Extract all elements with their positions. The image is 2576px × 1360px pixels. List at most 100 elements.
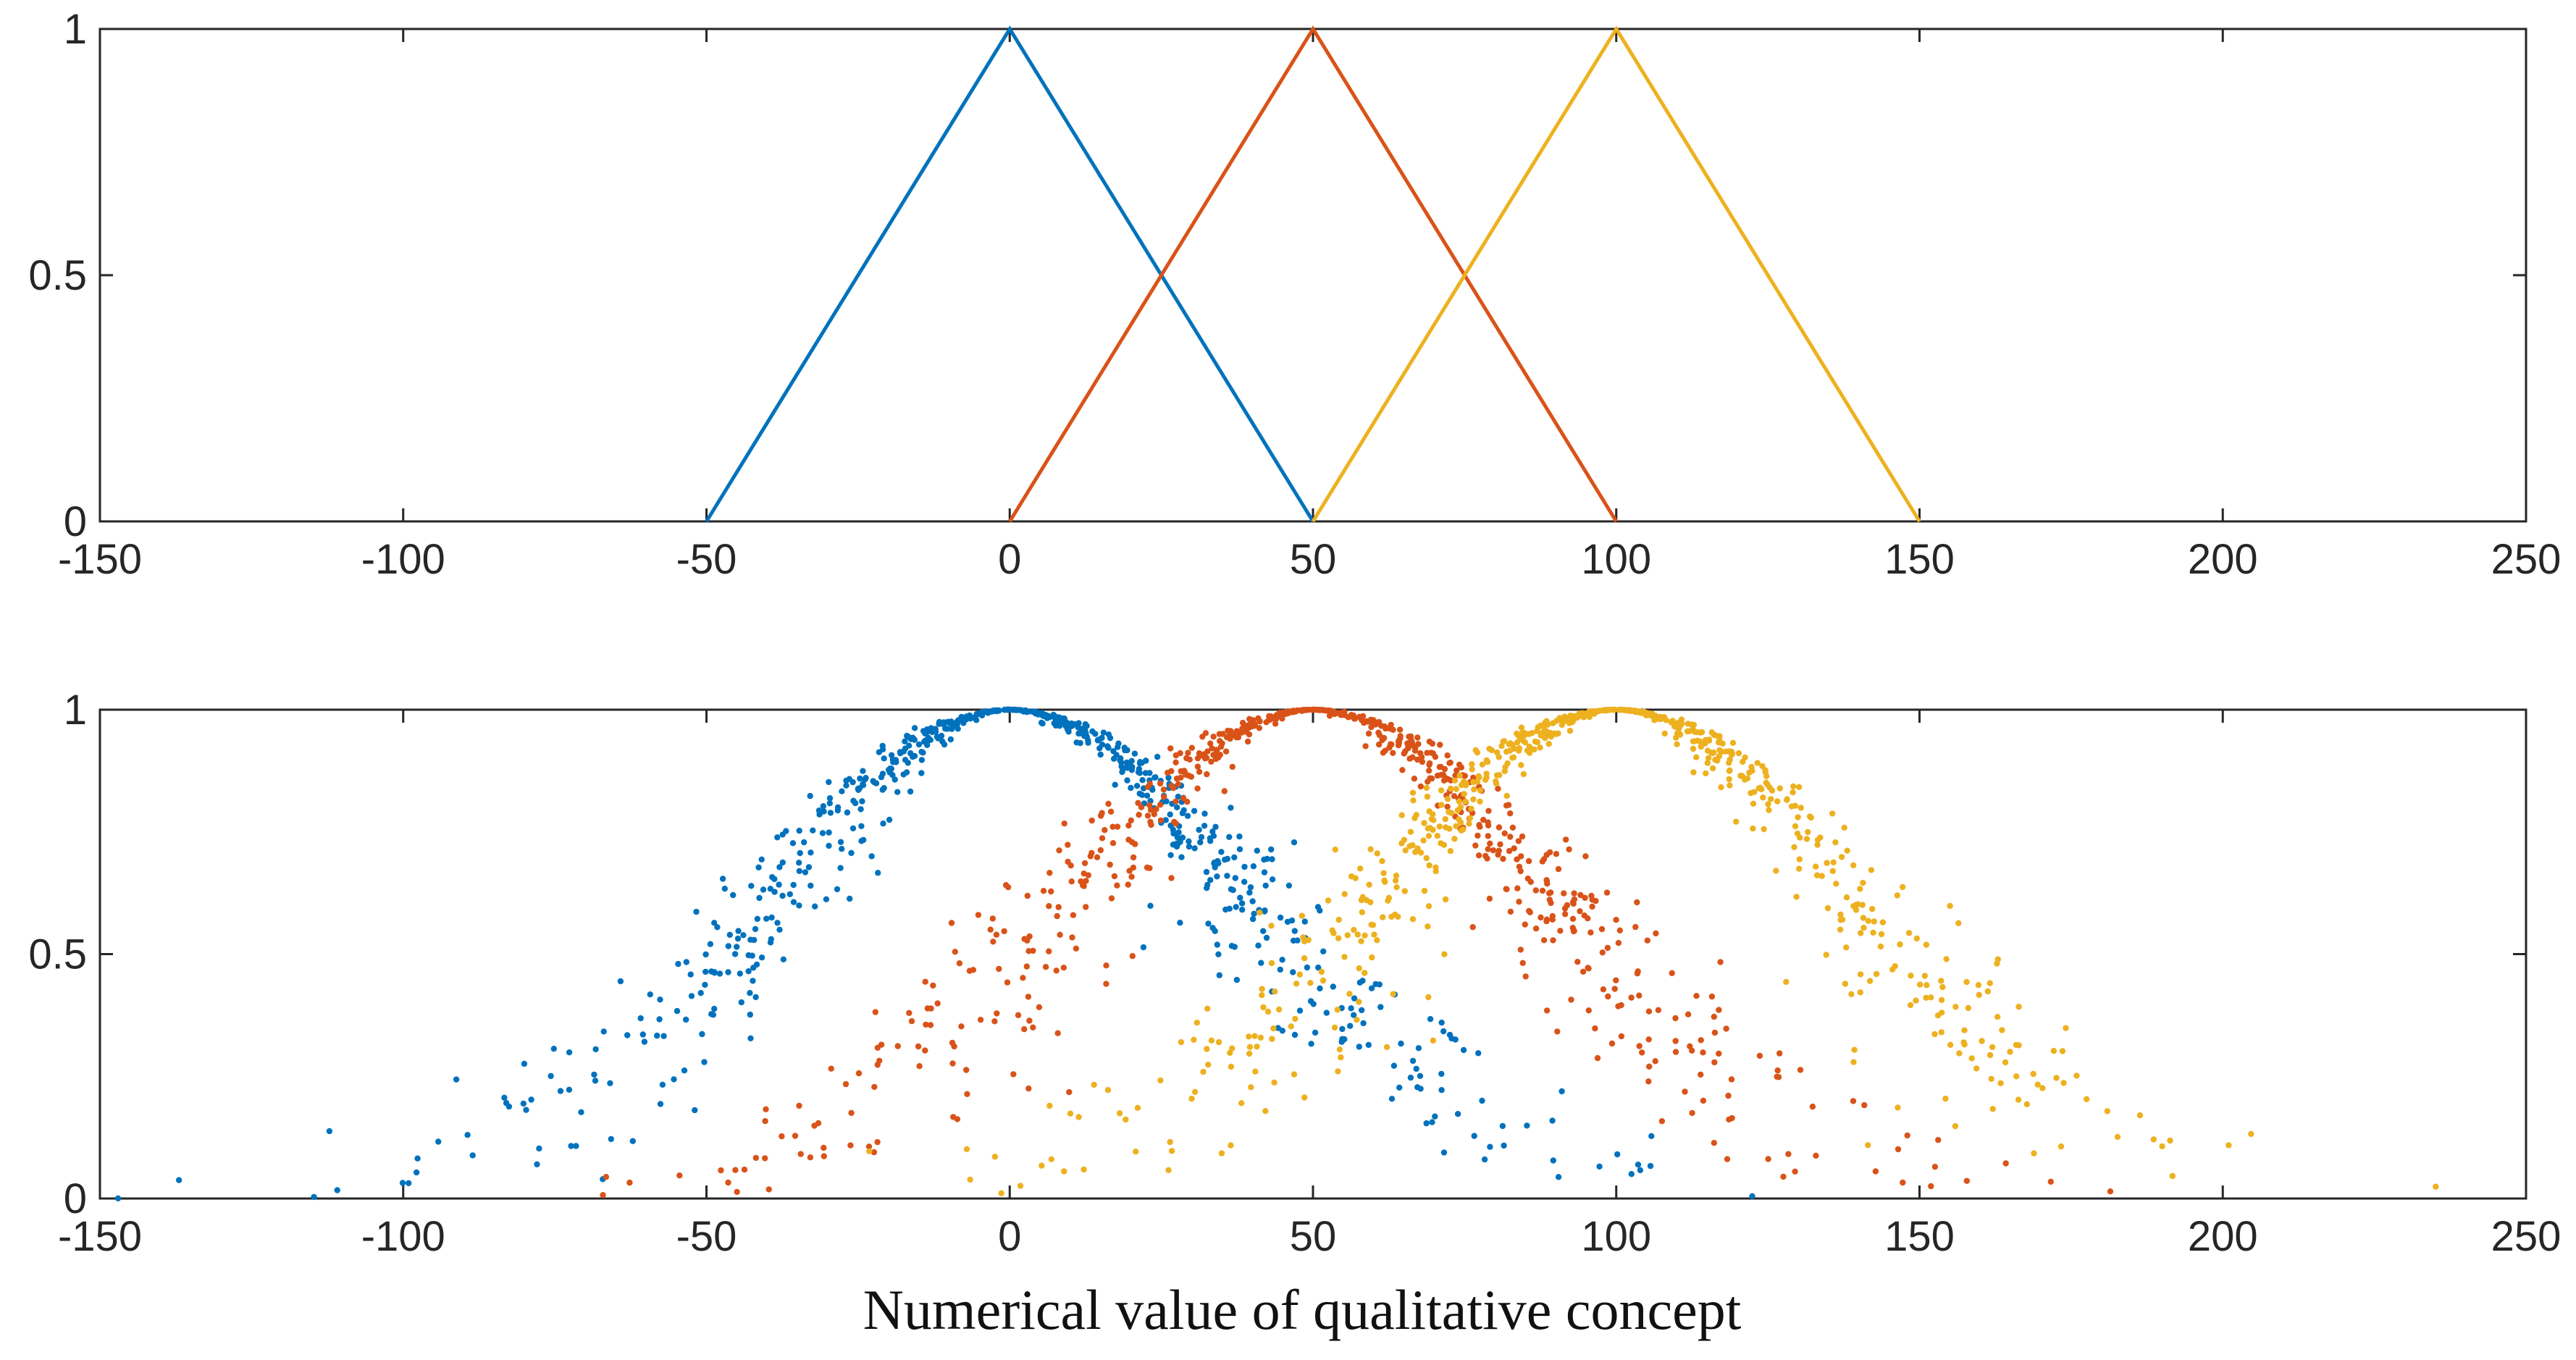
cloud-drop (1157, 817, 1165, 824)
cloud-drop (1409, 754, 1416, 760)
cloud-drop (1030, 1024, 1036, 1031)
cloud-drop (1739, 773, 1745, 779)
cloud-drop (1125, 881, 1131, 888)
cloud-drop (592, 1078, 599, 1084)
cloud-drop (657, 996, 663, 1003)
cloud-drop (1114, 823, 1121, 830)
cloud-drop (1438, 1070, 1445, 1078)
cloud-drop (1550, 720, 1556, 726)
cloud-drop (1857, 971, 1864, 978)
cloud-drop (1218, 1150, 1225, 1157)
cloud-drop (637, 1015, 644, 1022)
cloud-drop (1247, 884, 1254, 891)
cloud-drop (687, 971, 694, 978)
cloud-drop (1711, 1029, 1719, 1036)
cloud-drop (1943, 956, 1950, 962)
cloud-drop (1246, 1050, 1253, 1057)
cloud-drop (1094, 854, 1101, 861)
cloud-drop (1923, 941, 1930, 948)
cloud-drop (1479, 761, 1486, 768)
cloud-drop (1805, 828, 1811, 836)
cloud-drop (1518, 724, 1525, 731)
cloud-drop (1451, 793, 1458, 799)
y-tick-label: 1 (64, 687, 87, 734)
cloud-drop (812, 903, 818, 910)
cloud-drop (1574, 959, 1581, 965)
cloud-drop (1167, 745, 1174, 752)
cloud-drop (1615, 939, 1622, 946)
cloud-drop (1317, 985, 1323, 992)
cloud-drop (1222, 748, 1230, 755)
cloud-drop (1312, 706, 1318, 713)
cloud-drop (2063, 1025, 2069, 1031)
cloud-drop (1833, 881, 1839, 887)
cloud-drop (1210, 833, 1217, 839)
cloud-drop (826, 800, 834, 807)
cloud-drop (779, 1133, 785, 1140)
cloud-drop (702, 968, 709, 975)
cloud-drop (1263, 934, 1270, 941)
cloud-drop (1194, 755, 1201, 762)
cloud-drop (1167, 852, 1174, 859)
cloud-drop (659, 1081, 666, 1088)
cloud-drop (1628, 1171, 1635, 1178)
cloud-drop (735, 928, 742, 934)
cloud-drop (1061, 1168, 1067, 1175)
cloud-drop (1057, 931, 1063, 939)
cloud-drop (1409, 789, 1417, 796)
cloud-drop (1024, 892, 1031, 899)
cloud-drop (1294, 937, 1301, 944)
cloud-drop (1520, 771, 1527, 778)
cloud-drop (1618, 1002, 1624, 1009)
cloud-drop (1204, 881, 1211, 889)
cloud-drop (1537, 744, 1543, 751)
cloud-drop (1233, 904, 1239, 910)
cloud-drop (2002, 1160, 2009, 1167)
y-tick-label: 0 (64, 1175, 87, 1222)
cloud-drop (1646, 1063, 1653, 1070)
cloud-drop (676, 1172, 683, 1179)
cloud-drop (1851, 1046, 1858, 1053)
cloud-drop (765, 1186, 772, 1193)
cloud-drop (1424, 750, 1430, 756)
cloud-drop (915, 741, 923, 748)
cloud-drop (760, 886, 767, 893)
cloud-drop (792, 1133, 799, 1139)
cloud-drop (981, 709, 987, 715)
cloud-drop (683, 959, 689, 965)
cloud-drop (1674, 720, 1681, 726)
cloud-drop (1242, 724, 1249, 731)
cloud-drop (1965, 1004, 1971, 1012)
cloud-drop (1128, 873, 1135, 880)
cloud-drop (1931, 1164, 1939, 1170)
cloud-drop (1637, 1167, 1644, 1174)
cloud-drop (1928, 1183, 1934, 1190)
cloud-drop (2136, 1112, 2144, 1119)
cloud-drop (1420, 837, 1427, 844)
cloud-drop (1046, 903, 1052, 910)
cloud-drop (779, 859, 786, 866)
cloud-drop (1456, 772, 1463, 779)
cloud-drop (1693, 993, 1700, 999)
cloud-drop (1892, 963, 1898, 970)
cloud-drop (1376, 732, 1383, 739)
cloud-drop (1453, 786, 1460, 792)
cloud-drop (534, 1161, 540, 1168)
cloud-drop (1511, 745, 1517, 752)
cloud-drop (1266, 717, 1273, 723)
cloud-drop (900, 771, 907, 778)
cloud-drop (1225, 734, 1233, 741)
cloud-drop (1438, 787, 1445, 794)
cloud-drop (1844, 847, 1850, 854)
cloud-drop (1652, 1058, 1658, 1065)
cloud-drop (1301, 707, 1308, 713)
cloud-drop (1775, 1074, 1782, 1080)
cloud-drop (1381, 877, 1388, 884)
x-tick-label: -100 (361, 536, 445, 583)
cloud-drop (657, 1101, 664, 1107)
cloud-drop (894, 789, 901, 795)
cloud-drop (1691, 729, 1698, 735)
cloud-drop (674, 1007, 681, 1015)
cloud-drop (1430, 817, 1437, 823)
cloud-drop (1988, 1075, 1994, 1083)
